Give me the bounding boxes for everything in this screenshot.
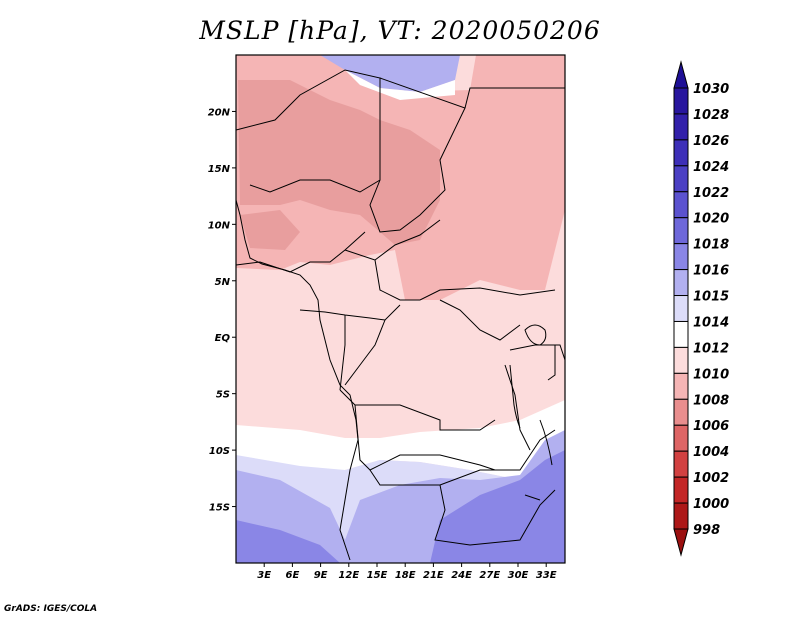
colorbar-swatch: [673, 217, 689, 245]
field-1014: [236, 400, 565, 480]
colorbar-level-label: 1002: [693, 471, 729, 486]
colorbar: 1030 1028 1026 1024 1022 1020 1018 1016 1015 1014…: [673, 60, 729, 557]
colorbar-level-label: 1010: [693, 367, 729, 382]
colorbar-level-label: 1008: [693, 393, 729, 408]
field-1008: [238, 80, 440, 245]
lon-tick-label: 3E: [257, 570, 271, 581]
colorbar-top-arrow: [673, 60, 689, 89]
colorbar-level-label: 1014: [693, 315, 729, 330]
lon-tick-label: 9E: [314, 570, 328, 581]
colorbar-swatch: [673, 398, 689, 426]
lon-tick-label: 6E: [286, 570, 300, 581]
lon-tick-label: 24E: [451, 570, 472, 581]
lat-tick-label: 10S: [209, 446, 230, 457]
colorbar-swatch: [673, 502, 689, 530]
lon-tick-label: 12E: [338, 570, 359, 581]
lon-tick-label: 18E: [395, 570, 416, 581]
lakes: [509, 324, 556, 501]
colorbar-level-label: 1018: [693, 238, 729, 253]
lat-tick-label: 10N: [208, 220, 231, 231]
map-title: MSLP [hPa], VT: 2020050206: [199, 16, 601, 45]
colorbar-swatch: [673, 372, 689, 400]
colorbar-level-label: 998: [693, 523, 720, 538]
colorbar-level-label: 1022: [693, 186, 729, 201]
colorbar-swatch: [673, 295, 689, 322]
colorbar-swatch: [673, 424, 689, 452]
colorbar-level-label: 1000: [693, 497, 729, 512]
grads-credit: GrADS: IGES/COLA: [4, 604, 98, 614]
lat-tick-label: 15N: [208, 164, 231, 175]
colorbar-level-label: 1012: [693, 341, 729, 356]
field-1018-east: [430, 450, 565, 563]
tick-marks: [232, 110, 547, 567]
colorbar-swatch: [673, 346, 689, 374]
colorbar-swatch: [673, 320, 689, 348]
colorbar-swatch: [673, 165, 689, 193]
colorbar-level-label: 1020: [693, 212, 729, 227]
colorbar-swatch: [673, 243, 689, 271]
lon-tick-label: 21E: [423, 570, 444, 581]
west-coastline: [236, 199, 359, 561]
latitude-labels: 20N 15N 10N 5N EQ 5S 10S 15S: [208, 107, 231, 513]
map-frame: [235, 54, 566, 564]
colorbar-level-label: 1006: [693, 419, 729, 434]
colorbar-level-label: 1024: [693, 160, 729, 175]
colorbar-swatch: [673, 87, 689, 115]
colorbar-level-label: 1004: [693, 445, 729, 460]
field-north-high: [320, 55, 460, 92]
field-1008-east: [240, 210, 300, 250]
colorbar-swatch: [673, 139, 689, 167]
field-1018: [236, 520, 340, 563]
field-north-white: [345, 70, 455, 100]
colorbar-swatch: [673, 191, 689, 219]
country-borders: [236, 69, 565, 546]
colorbar-level-label: 1028: [693, 108, 729, 123]
longitude-labels: 3E 6E 9E 12E 15E 18E 21E 24E 27E 30E 33E: [257, 570, 556, 581]
colorbar-bottom-arrow: [673, 528, 689, 557]
colorbar-swatch: [673, 269, 689, 297]
pressure-field: [236, 55, 565, 563]
colorbar-swatch: [673, 450, 689, 478]
lat-tick-label: 15S: [209, 503, 230, 514]
colorbar-level-label: 1016: [693, 264, 729, 279]
colorbar-swatch: [673, 476, 689, 504]
lon-tick-label: 15E: [367, 570, 388, 581]
lon-tick-label: 27E: [479, 570, 500, 581]
colorbar-swatch: [673, 113, 689, 141]
lon-tick-label: 30E: [508, 570, 529, 581]
colorbar-level-label: 1030: [693, 82, 729, 97]
lon-tick-label: 33E: [536, 570, 557, 581]
lat-tick-label: 5N: [215, 277, 231, 288]
colorbar-level-label: 1015: [693, 290, 729, 305]
colorbar-level-label: 1026: [693, 134, 729, 149]
lat-tick-label: 20N: [208, 107, 231, 118]
lat-tick-label: EQ: [215, 333, 231, 344]
lat-tick-label: 5S: [216, 390, 230, 401]
